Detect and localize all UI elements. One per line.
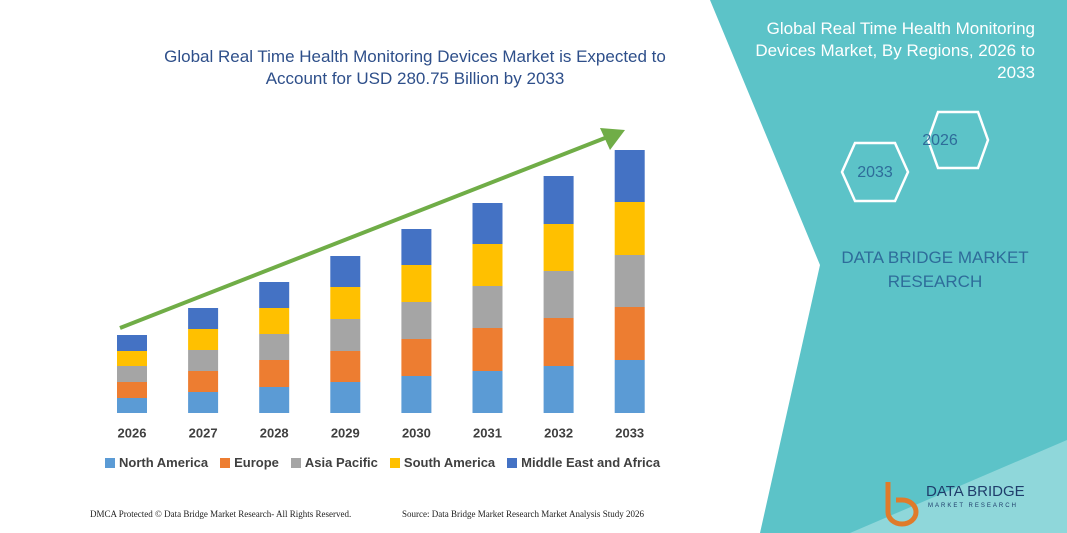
bar-segment bbox=[330, 351, 361, 382]
logo-mark bbox=[885, 482, 919, 527]
bar-segment bbox=[543, 224, 574, 271]
bar-segment bbox=[330, 287, 361, 319]
bar-segment bbox=[259, 387, 290, 413]
bar-segment bbox=[543, 176, 574, 224]
bar-segment bbox=[472, 286, 503, 328]
bar-segment bbox=[259, 308, 290, 334]
arrow-head bbox=[600, 128, 625, 150]
logo-tagline: MARKET RESEARCH bbox=[928, 503, 1018, 509]
x-tick-label: 2026 bbox=[118, 425, 147, 440]
bar-segment bbox=[259, 282, 290, 308]
bar-segment bbox=[259, 334, 290, 360]
legend-label: Asia Pacific bbox=[304, 455, 378, 470]
bar-segment bbox=[401, 302, 432, 339]
legend-label: Europe bbox=[234, 455, 279, 470]
bar-segment bbox=[117, 335, 147, 351]
bar-segment bbox=[188, 308, 219, 329]
bar-segment bbox=[472, 244, 503, 286]
trend-arrow bbox=[119, 136, 606, 330]
x-tick-label: 2027 bbox=[189, 425, 218, 440]
x-tick-label: 2030 bbox=[402, 425, 431, 440]
side-panel bbox=[710, 0, 1067, 533]
bar-segment bbox=[472, 371, 503, 413]
legend-swatch bbox=[389, 457, 400, 468]
legend-swatch bbox=[220, 457, 231, 468]
hexagon bbox=[926, 110, 990, 170]
legend-label: Middle East and Africa bbox=[521, 455, 661, 470]
legend-swatch bbox=[507, 457, 518, 468]
x-tick-label: 2031 bbox=[473, 425, 502, 440]
x-tick-label: 2028 bbox=[260, 425, 289, 440]
panel-accent bbox=[850, 440, 1067, 533]
legend-item: Europe bbox=[220, 455, 279, 470]
bar-segment bbox=[614, 307, 645, 360]
x-tick-label: 2032 bbox=[544, 425, 573, 440]
footer-right: Source: Data Bridge Market Research Mark… bbox=[402, 509, 644, 519]
bar-segment bbox=[188, 350, 219, 371]
x-tick-label: 2033 bbox=[615, 425, 644, 440]
bar-segment bbox=[117, 351, 147, 366]
bar-segment bbox=[543, 271, 574, 318]
hexagon bbox=[840, 141, 910, 203]
bar-segment bbox=[472, 328, 503, 371]
legend-item: Asia Pacific bbox=[290, 455, 378, 470]
bar-segment bbox=[117, 366, 147, 382]
bar-segment bbox=[188, 392, 219, 413]
legend-label: North America bbox=[119, 455, 209, 470]
legend: North America Europe Asia Pacific South Ame… bbox=[105, 455, 660, 470]
bar-segment bbox=[614, 360, 645, 413]
bar-segment bbox=[117, 382, 147, 398]
chart-title: Global Real Time Health Monitoring Devic… bbox=[164, 47, 666, 88]
logo-name: DATA BRIDGE bbox=[926, 483, 1025, 500]
bar-segment bbox=[614, 202, 645, 255]
x-tick-label: 2029 bbox=[331, 425, 360, 440]
hexagon-label: 2026 bbox=[922, 132, 958, 149]
bar-segment bbox=[401, 376, 432, 413]
bar-segment bbox=[330, 319, 361, 351]
footer-left: DMCA Protected © Data Bridge Market Rese… bbox=[90, 509, 352, 519]
bar-segment bbox=[614, 150, 645, 202]
panel-title: Global Real Time Health Monitoring Devic… bbox=[755, 19, 1035, 82]
bar-segment bbox=[259, 360, 290, 387]
brand-name: DATA BRIDGE MARKET RESEARCH bbox=[841, 248, 1029, 291]
bar-segment bbox=[543, 366, 574, 413]
bar-segment bbox=[330, 382, 361, 413]
bar-segment bbox=[401, 265, 432, 302]
bar-segment bbox=[330, 256, 361, 287]
bar-segment bbox=[543, 318, 574, 366]
bar-segment bbox=[472, 203, 503, 244]
legend-label: South America bbox=[403, 455, 496, 470]
legend-swatch bbox=[290, 457, 301, 468]
bar-segment bbox=[188, 371, 219, 392]
bar-segment bbox=[401, 339, 432, 376]
legend-item: South America bbox=[389, 455, 496, 470]
bar-segment bbox=[188, 329, 219, 350]
bar-segment bbox=[614, 255, 645, 307]
hexagon-label: 2033 bbox=[857, 164, 893, 181]
legend-swatch bbox=[105, 457, 115, 468]
bar-segment bbox=[117, 398, 147, 413]
bar-segment bbox=[401, 229, 432, 265]
legend-item: Middle East and Africa bbox=[507, 455, 660, 470]
legend-item: North America bbox=[105, 455, 208, 470]
